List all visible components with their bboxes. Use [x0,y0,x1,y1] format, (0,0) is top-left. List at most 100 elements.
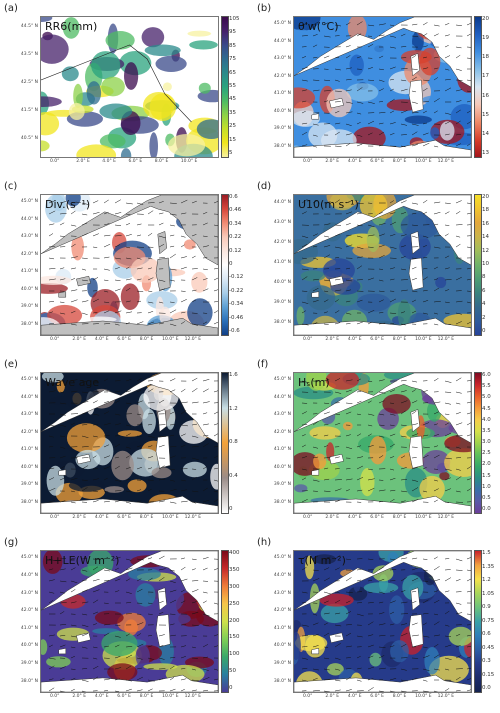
lon-label: 8.0° E [139,337,154,342]
lon-label: 6.0° E [117,337,131,342]
map-area: Wave age [40,372,219,514]
colorbar-tick: 0.22 [229,234,242,241]
lat-label: 45.0° N [273,555,291,561]
lon-label: 4.0° E [94,694,109,699]
colorbar-tick: 105 [229,16,240,22]
colorbar-tick: 400 [229,550,240,556]
lat-label: 43.0° N [273,220,291,225]
colorbar-tick: 0.0 [482,506,491,512]
lon-label: 6.0° E [370,159,384,164]
colorbar [474,550,482,693]
map-canvas [294,195,471,335]
colorbar-tick: 18 [482,207,489,214]
lon-label: 4.0° E [347,159,362,164]
colorbar-tick: 0.8 [229,439,238,445]
colorbar-tick: 0.12 [229,247,242,254]
lat-label: 40.0° N [273,108,291,114]
lat-label: 42.0° N [273,73,291,79]
lon-label: 10.0° E [415,694,432,699]
lon-label: 0.0° [50,515,60,520]
colorbar-tick: 350 [229,566,240,573]
colorbar-tick: 0.45 [482,644,495,651]
colorbar-tick: 0.9 [482,604,491,610]
colorbar [474,194,482,336]
colorbar-tick: -0.34 [229,301,244,308]
colorbar-tick: 15 [229,136,236,143]
lon-label: 8.0° E [154,159,169,164]
colorbar-tick: 8 [482,274,486,281]
map-canvas [41,17,218,157]
colorbar-tick: 4 [482,301,486,308]
map-canvas [294,17,471,157]
lat-label: 44.5° N [20,24,38,30]
lat-label: 40.5° N [20,136,38,142]
lat-label: 41.0° N [273,625,291,631]
colorbar-tick: 0.15 [482,671,495,678]
colorbar [474,16,482,158]
lon-label: 10.0° E [162,694,179,699]
map-area: U10(m s⁻¹) [293,194,472,336]
lat-label: 44.0° N [273,394,291,400]
colorbar-tick: 2.5 [482,450,491,457]
colorbar-tick: 85 [229,42,236,49]
lon-label: 10.0° E [415,337,432,342]
lon-label: 8.0° E [139,694,154,699]
panel-wave-age: (e) Wave age 45.0° N 44.0° N 43.0° N 42.0° N 4… [0,356,247,534]
colorbar-tick: 250 [229,600,240,607]
lat-label: 44.0° N [20,394,38,400]
colorbar-tick: 200 [229,617,240,624]
lon-label: 4.0° E [102,159,116,164]
lat-label: 45.0° N [20,555,38,561]
colorbar-tick: 0.46 [229,207,242,214]
panel-label: (c) [4,181,18,192]
colorbar-tick: -0.6 [229,328,240,334]
lon-label: 6.0° E [117,515,131,520]
lat-label: 38.0° N [273,143,291,149]
lon-label: 0.0° [303,515,313,520]
panel-title: θ'w(°C) [298,20,339,33]
lon-label: 2.0° E [72,515,87,520]
panel-title: H+LE(W m⁻²) [45,554,120,567]
lat-label: 38.0° N [273,678,291,684]
lon-label: 6.0° E [370,694,384,699]
colorbar-tick: 0.3 [482,658,491,664]
colorbar-tick: 0.6 [482,631,491,637]
lat-label: 40.0° N [273,464,291,470]
colorbar-tick: 150 [229,634,240,641]
colorbar-tick: 10 [482,261,489,267]
colorbar-tick: 100 [229,651,240,658]
colorbar-tick: 17 [482,73,489,80]
panel-label: (b) [257,3,272,14]
lat-label: 40.0° N [20,286,38,292]
colorbar-tick: 13 [482,150,489,156]
colorbar-tick: 2 [482,314,486,321]
lon-label: 10.0° E [180,159,198,164]
colorbar-tick: 14 [482,234,489,241]
lat-label: 43.0° N [20,234,38,240]
lat-label: 42.0° N [20,608,38,614]
lat-label: 43.0° N [20,590,38,596]
lat-label: 45.0° N [273,21,291,27]
panel-title: τ(N m⁻²) [298,554,346,567]
colorbar-tick: 55 [229,83,236,89]
lon-label: 12.0° E [437,694,455,699]
lat-label: 38.0° N [20,499,38,505]
map-canvas [294,551,471,692]
colorbar-tick: 12 [482,247,489,254]
lon-label: 8.0° E [139,515,154,520]
panel-label: (e) [4,359,18,370]
lat-label: 40.0° N [20,464,38,470]
lon-label: 12.0° E [437,515,455,520]
colorbar-tick: 0 [482,328,486,334]
lat-label: 45.0° N [20,377,38,383]
panel-tau: (h) τ(N m⁻²) 45.0° N 44.0° N 43.0° N 42.0° N 4… [253,534,500,713]
lon-label: 2.0° E [72,694,87,699]
colorbar-tick: 45 [229,96,236,103]
lon-label: 0.0° [50,694,60,699]
lon-label: 6.0° E [117,694,131,699]
panel-title: RR6(mm) [45,20,98,33]
lon-label: 4.0° E [347,515,362,520]
lon-label: 0.0° [303,694,313,699]
colorbar [221,194,229,336]
colorbar [221,16,229,158]
